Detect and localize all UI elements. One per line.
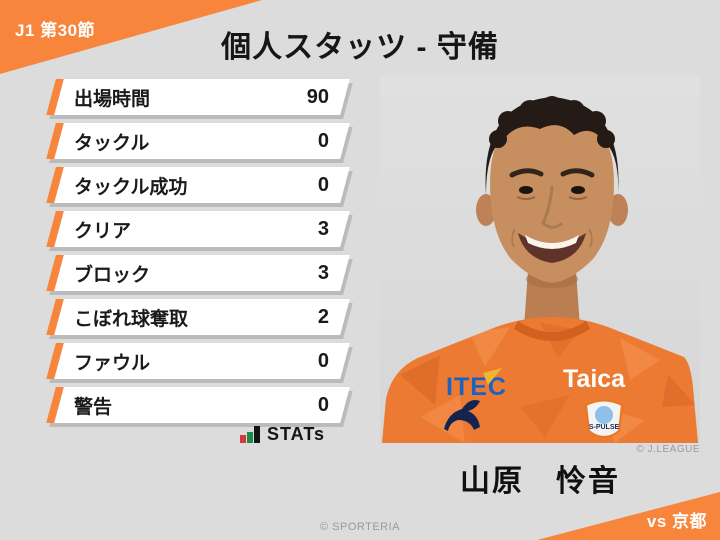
- sponsor-itec-text: ITEC: [446, 373, 507, 401]
- stat-value: 3: [317, 261, 329, 284]
- stats-logo-text: STATs: [267, 424, 325, 444]
- stat-row-minutes: 出場時間 90: [46, 79, 350, 115]
- sponsor-taica-text: Taica: [563, 365, 626, 393]
- hair: [485, 96, 619, 195]
- footer-credit: © SPORTERIA: [319, 521, 401, 533]
- stat-value: 0: [317, 393, 329, 416]
- nose: [541, 185, 563, 229]
- stat-value: 0: [317, 349, 329, 372]
- photo-credit: © J.LEAGUE: [636, 444, 700, 455]
- stat-label: 警告: [74, 396, 113, 418]
- player-photo: ITEC Taica S-PULSE: [380, 75, 700, 443]
- round-badge: J1 第30節: [15, 21, 96, 40]
- collar: [514, 321, 590, 341]
- stat-row-tackles-won: タックル成功 0: [46, 167, 350, 203]
- bar-chart-icon: [240, 426, 260, 443]
- club-crest: S-PULSE: [584, 399, 624, 438]
- eyebrows: [509, 168, 595, 178]
- sponsor-itec-mark: [483, 368, 502, 385]
- stat-row-fouls: ファウル 0: [46, 343, 350, 379]
- opponent-badge: vs 京都: [646, 512, 707, 531]
- crest-text: S-PULSE: [589, 424, 620, 431]
- stat-row-tackles: タックル 0: [46, 123, 350, 159]
- player-name: 山原 怜音: [460, 465, 620, 498]
- stat-value: 3: [317, 217, 329, 240]
- stat-value: 0: [317, 129, 329, 152]
- puma-logo: [444, 400, 480, 431]
- page-title: 個人スタッツ - 守備: [221, 31, 499, 64]
- stat-row-loose-ball-recoveries: こぼれ球奪取 2: [46, 299, 350, 335]
- stat-row-blocks: ブロック 3: [46, 255, 350, 291]
- player-portrait: ITEC Taica S-PULSE: [380, 75, 700, 443]
- stat-label: タックル成功: [74, 176, 188, 198]
- eyes: [516, 186, 588, 200]
- stat-label: 出場時間: [74, 88, 151, 110]
- stat-label: ファウル: [74, 352, 151, 374]
- stat-row-yellow-cards: 警告 0: [46, 387, 350, 423]
- stat-label: クリア: [74, 220, 132, 242]
- stats-list: 出場時間 90 タックル 0 タックル成功 0 クリア 3 ブロック 3 こぼれ…: [46, 79, 350, 431]
- stat-row-clearances: クリア 3: [46, 211, 350, 247]
- stat-label: こぼれ球奪取: [74, 308, 189, 330]
- stat-value: 0: [317, 173, 329, 196]
- mouth: [511, 228, 593, 263]
- stat-value: 90: [306, 85, 329, 108]
- stat-value: 2: [317, 305, 329, 328]
- stats-logo: STATs: [240, 424, 325, 443]
- stat-label: ブロック: [74, 264, 151, 286]
- stat-label: タックル: [74, 132, 150, 154]
